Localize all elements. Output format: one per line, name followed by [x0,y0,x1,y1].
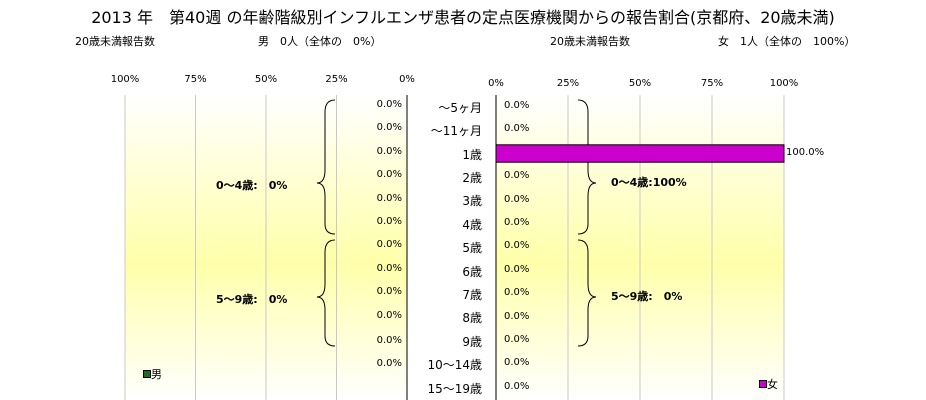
category-label: 9歳 [462,334,482,349]
left-value-label: 0.0% [376,335,402,346]
left-count-label: 20歳未満報告数 [75,35,155,48]
right-tick-label: 100% [769,78,799,89]
left-group-label-5-9: 5〜9歳: 0% [216,293,288,306]
left-count-summary: 男 0人（全体の 0%） [258,35,382,48]
right-count-label: 20歳未満報告数 [550,35,630,48]
right-value-label: 0.0% [504,100,530,111]
left-value-label: 0.0% [376,358,402,370]
left-tick-label: 100% [110,74,140,85]
legend-female-label: 女 [767,378,778,391]
right-count-summary: 女 1人（全体の 100%） [718,35,856,48]
right-value-label: 0.0% [504,217,530,228]
right-value-label: 0.0% [504,170,530,182]
left-brace-5-9 [316,239,336,347]
legend-male: 男 [143,366,162,382]
left-group-label-0-4: 0〜4歳: 0% [216,179,288,192]
category-label: 1歳 [462,147,482,162]
left-value-label: 0.0% [376,99,402,110]
category-label: 〜5ヶ月 [438,100,482,115]
category-label: 4歳 [462,217,482,232]
legend-male-swatch [143,370,151,378]
left-tick-label: 25% [325,74,348,85]
left-value-label: 0.0% [376,309,402,321]
right-value-label: 0.0% [504,357,530,369]
legend-male-label: 男 [151,368,162,381]
category-label: 7歳 [462,287,482,302]
category-label: 10〜14歳 [427,358,482,373]
right-value-label: 0.0% [504,263,530,275]
right-bar [495,144,785,163]
left-value-label: 0.0% [376,145,402,157]
right-value-label: 0.0% [504,334,530,345]
right-value-label: 0.0% [504,287,530,299]
category-label: 〜11ヶ月 [430,124,482,139]
right-value-label: 0.0% [504,123,530,135]
left-value-label: 0.0% [376,262,402,274]
right-group-label-0-4: 0〜4歳:100% [611,176,687,189]
left-value-label: 0.0% [376,122,402,134]
category-label: 8歳 [462,311,482,326]
left-brace-0-4 [316,99,336,235]
left-value-label: 0.0% [376,286,402,298]
left-value-label: 0.0% [376,169,402,181]
right-tick-label: 75% [700,78,724,89]
page-title: 2013 年 第40週 の年齢階級別インフルエンザ患者の定点医療機関からの報告割… [91,8,835,27]
left-value-label: 0.0% [376,192,402,204]
legend-female-swatch [759,380,767,388]
right-value-label: 0.0% [504,380,530,392]
left-tick-label: 75% [184,74,207,85]
right-brace-0-4 [577,99,597,235]
category-label: 5歳 [462,241,482,256]
left-value-label: 0.0% [376,216,402,227]
category-label: 3歳 [462,194,482,209]
right-value-label: 0.0% [504,240,530,252]
right-value-label: 0.0% [504,193,530,205]
left-tick-label: 50% [254,74,278,85]
right-value-label: 100.0% [786,146,825,158]
right-tick-label: 50% [628,78,652,89]
legend-female: 女 [759,376,778,392]
right-value-label: 0.0% [504,310,530,322]
left-value-label: 0.0% [376,239,402,251]
right-brace-5-9 [577,239,597,347]
right-tick-label: 25% [556,78,580,89]
right-tick-label: 0% [488,78,504,89]
left-tick-label: 0% [399,74,415,85]
category-label: 15〜19歳 [427,381,482,396]
category-label: 2歳 [462,170,482,185]
category-label: 6歳 [462,264,482,279]
right-group-label-5-9: 5〜9歳: 0% [611,290,683,303]
